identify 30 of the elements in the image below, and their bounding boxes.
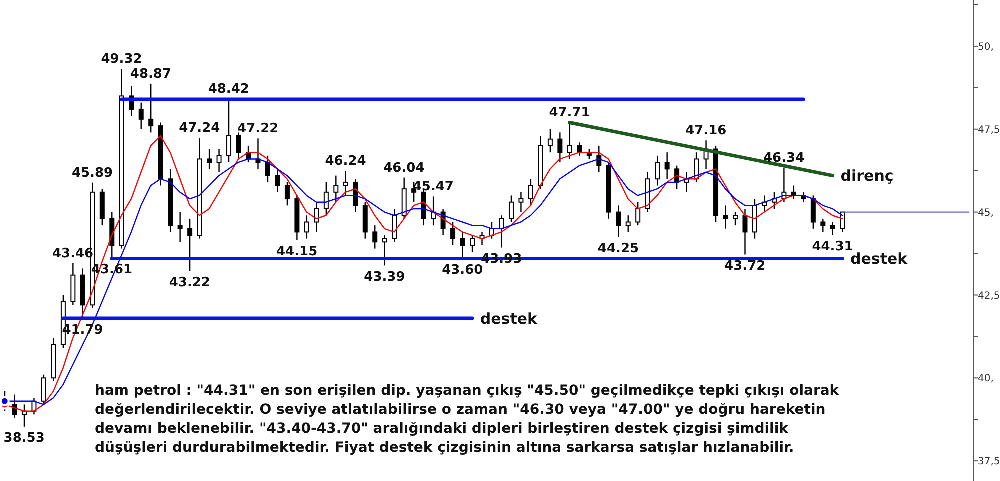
annotation: 43.60 (442, 262, 484, 278)
series-label: direnç (840, 167, 894, 186)
annotation: 45.89 (72, 166, 114, 181)
annotation: ham petrol : "44.31" en son erişilen dip. yaşanan çıkış "45.50" geçilmedikçe tepki çıkışı olarak değerlendirilecektir. O seviye atlatılabilirse o zaman "46.30 veya "47.00" ye doğru hareketin devamı beklenebilir. "43.40-43.70" aralığındaki dipleri birleştiren destek çizgisi şimdilik düşüşleri durdurabilmektedir. Fiyat destek çizgisinin altına sarkarsa satışlar hızlanabilir. (95, 382, 840, 458)
y-tick-label: 37,5 (978, 456, 1000, 468)
annotation: 43.72 (724, 258, 766, 274)
annotation: 43.39 (364, 270, 406, 285)
y-tick-label: 47,5 (978, 124, 1000, 136)
series-label: destek (480, 310, 539, 328)
annotation: 46.04 (384, 160, 425, 176)
annotation: 47.16 (686, 124, 727, 139)
annotation: 46.24 (325, 154, 366, 170)
annotation: 43.22 (169, 276, 210, 291)
y-tick-label: 45, (978, 208, 994, 219)
y-tick-label: 40, (978, 374, 994, 385)
annotation: 44.15 (276, 244, 318, 260)
y-tick-label: 50, (978, 42, 994, 53)
annotation: 47.71 (549, 105, 590, 120)
y-tick-label: 42,5 (978, 290, 1000, 302)
annotation: 46.34 (764, 150, 805, 166)
annotation: 43.93 (481, 252, 522, 268)
annotation: 49.32 (101, 52, 142, 67)
annotation: 38.53 (4, 431, 45, 446)
annotation: 47.22 (238, 122, 279, 137)
annotation: 44.25 (598, 241, 640, 256)
annotation: 44.31 (812, 239, 854, 254)
annotation: 47.24 (179, 120, 220, 136)
annotation: 48.87 (130, 66, 172, 82)
annotation: 48.42 (208, 82, 250, 97)
series-label: destek (850, 250, 909, 268)
